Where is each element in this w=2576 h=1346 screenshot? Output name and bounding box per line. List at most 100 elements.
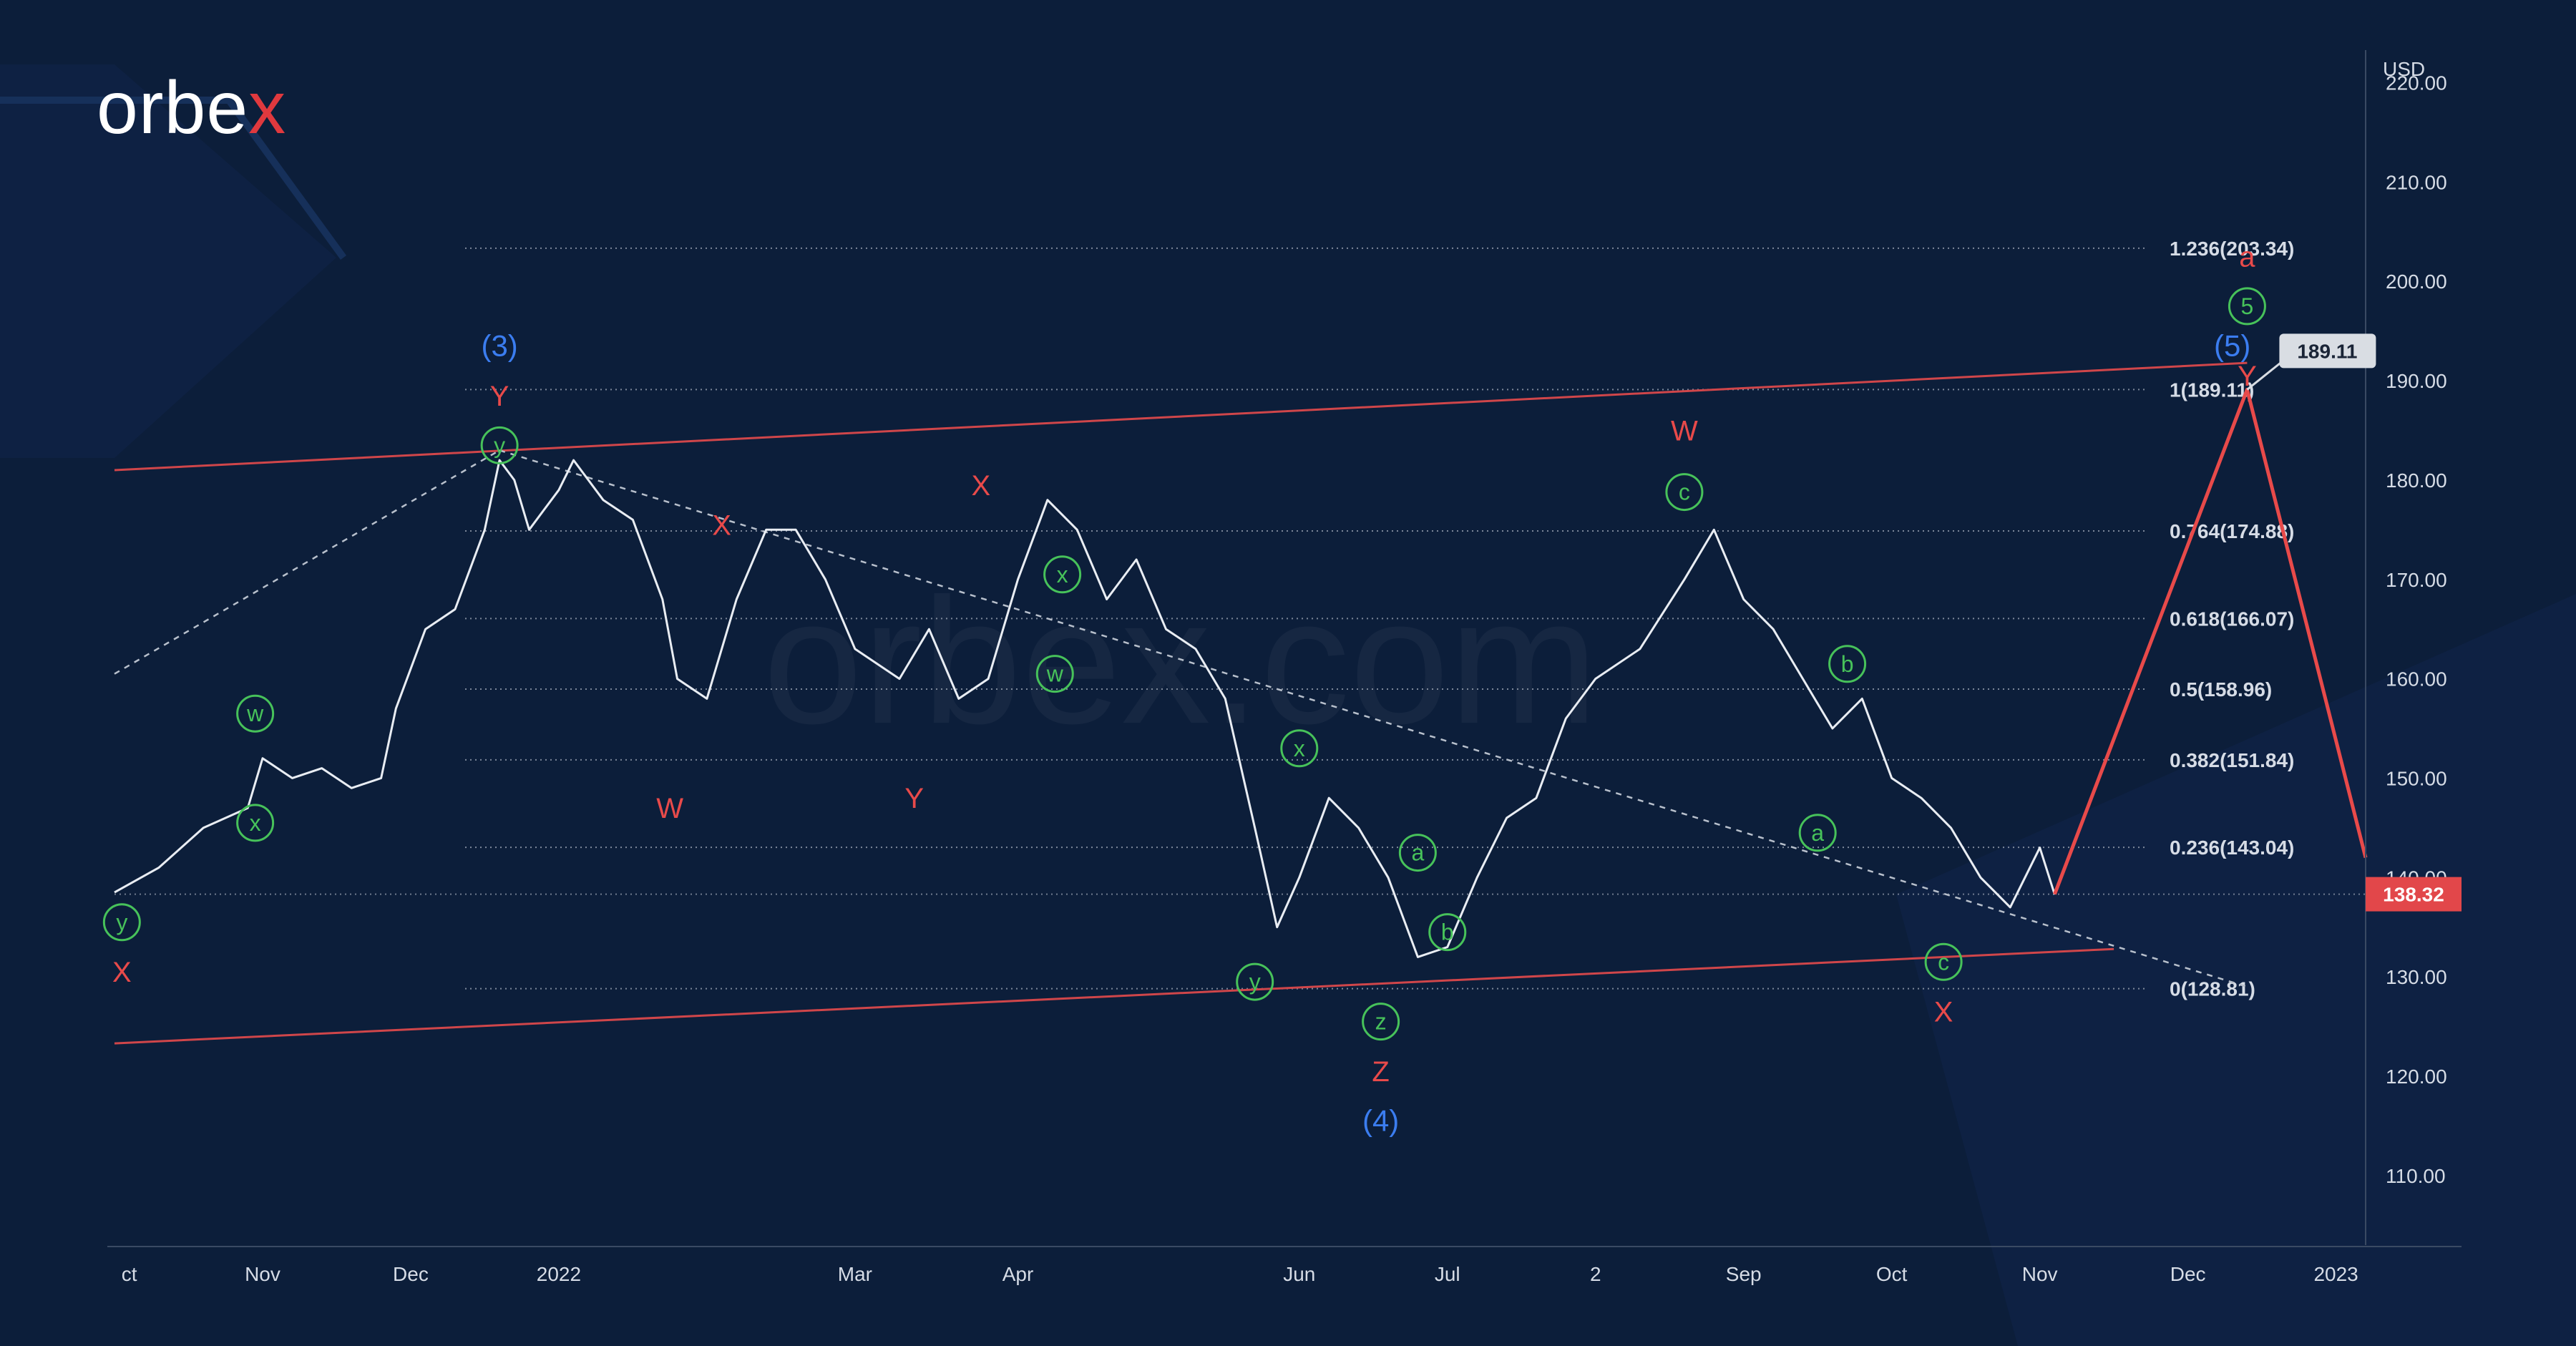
wave-label: a [1811,820,1824,846]
y-tick-label: 130.00 [2386,966,2447,988]
wave-label: y [1249,969,1261,995]
x-axis: ct Nov Dec 2022 Mar Apr Jun Jul 2 Sep Oct Nov Dec 202… [107,1246,2462,1285]
fib-level-label: 0.382(151.84) [2170,749,2294,771]
wave-label: a [2239,242,2255,273]
wave-label: 5 [2241,293,2254,319]
fibonacci-levels: 1.236(203.34)1(189.11)0.764(174.88)0.618… [114,238,2366,1000]
wave-label: W [656,793,683,824]
x-tick-label: Nov [245,1263,280,1285]
fib-level-label: 0.5(158.96) [2170,678,2272,701]
y-tick-label: 200.00 [2386,270,2447,293]
x-tick-label: Jun [1283,1263,1315,1285]
x-tick-label: Apr [1002,1263,1034,1285]
x-tick-label: Sep [1726,1263,1762,1285]
wave-label: (4) [1362,1103,1399,1137]
x-tick-label: 2022 [537,1263,581,1285]
wave-label: x [1057,562,1068,587]
logo-text: orbe [97,67,249,150]
wave-label: x [250,810,261,836]
wave-circle [1280,729,1319,768]
trend-lines [114,361,2248,1045]
wave-circle [1828,645,1867,683]
wave-circle [2228,287,2266,326]
x-tick-label: 2023 [2313,1263,2358,1285]
wave-label: (3) [481,328,517,362]
x-tick-label: 2 [1590,1263,1601,1285]
fib-level-label: 1.236(203.34) [2170,238,2294,260]
target-badge [2279,333,2376,369]
wave-label: z [1375,1009,1387,1035]
wave-label: c [1938,949,1949,975]
wave-label: X [1934,997,1953,1028]
wave-circle [102,903,141,942]
wave-label: Z [1372,1056,1389,1088]
wave-circle [1428,913,1467,952]
y-tick-label: 220.00 [2386,72,2447,94]
y-tick-label: 170.00 [2386,569,2447,591]
wave-circle [1665,473,1704,512]
wave-circle [480,426,519,464]
wave-circle [1398,834,1437,872]
last-price-text: 138.32 [2383,884,2444,906]
y-axis: USD 220.00 210.00 200.00 190.00 180.00 170.00… [2365,50,2447,1245]
y-tick-label: 180.00 [2386,469,2447,492]
fib-level-label: 1(189.11) [2170,379,2254,401]
wave-label: X [712,509,731,541]
wave-label: X [112,957,132,988]
wave-circle [1035,655,1074,693]
fib-level-label: 0(128.81) [2170,978,2255,1000]
watermark-text: orbex.com [763,561,1598,761]
wave-label: (5) [2214,328,2250,362]
wave-label: x [1294,736,1305,761]
trendline-dashed [499,449,2248,988]
wave-circle [236,694,275,733]
price-series [114,459,2056,958]
wave-circle [1236,962,1274,1001]
y-tick-label: 210.00 [2386,171,2447,193]
wave-label: b [1441,920,1454,945]
x-tick-label: ct [122,1263,137,1285]
wave-circle [1043,555,1082,594]
wave-circle [236,804,275,842]
channel-lower-line [114,947,2114,1045]
y-tick-label: 110.00 [2386,1165,2446,1187]
forecast-line [2053,387,2368,895]
wave-label: y [494,432,505,458]
x-tick-label: Mar [838,1263,872,1285]
last-price-badge [2366,877,2462,912]
wave-label: Y [904,783,924,814]
wave-label: c [1679,479,1690,505]
orbex-logo: orbex [97,66,286,151]
wave-label: X [971,470,990,502]
price-line [114,459,2056,958]
logo-x: x [248,67,287,150]
y-tick-label: 120.00 [2386,1065,2447,1088]
x-tick-label: Nov [2022,1263,2058,1285]
y-tick-label: 190.00 [2386,370,2447,392]
wave-label: Y [490,381,509,412]
y-tick-label: 160.00 [2386,668,2447,691]
x-tick-label: Dec [2170,1263,2206,1285]
forecast-path [2053,387,2368,895]
channel-upper-line [114,361,2248,472]
fib-level-label: 0.618(166.07) [2170,608,2294,630]
wave-label: W [1671,415,1698,447]
wave-label: Y [2238,361,2257,392]
wave-circle [1924,942,1963,981]
x-tick-label: Dec [393,1263,429,1285]
currency-label: USD [2383,58,2425,80]
wave-label: b [1841,651,1854,677]
price-badges: 138.32 189.11 [2246,333,2462,912]
y-tick-label: 150.00 [2386,767,2447,789]
fib-level-label: 0.236(143.04) [2170,837,2294,859]
x-tick-label: Oct [1876,1263,1908,1285]
wave-connector-dashed [114,449,500,675]
wave-label: w [1046,661,1064,687]
wave-circle [1798,814,1837,852]
wave-label: a [1411,840,1424,866]
wave-label: w [246,701,264,726]
